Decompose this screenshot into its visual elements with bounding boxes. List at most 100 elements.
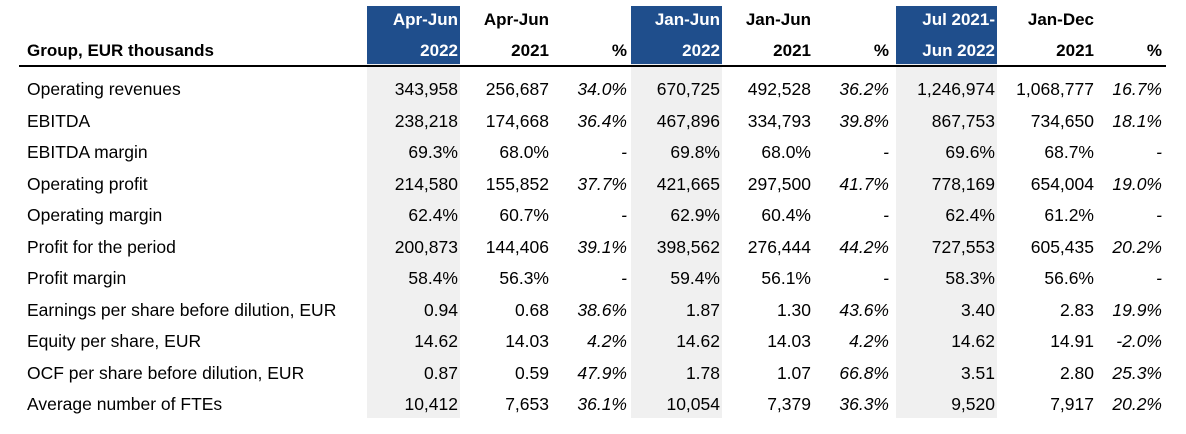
value-cell: 14.03 <box>505 331 549 351</box>
change-percent-cell: 16.7% <box>1112 79 1162 99</box>
column-header-line1: Jan-Dec <box>1027 10 1094 29</box>
value-cell: 1.78 <box>685 362 720 383</box>
change-percent-cell: 66.8% <box>839 362 889 383</box>
value-cell: 10,054 <box>666 394 720 414</box>
value-cell: 727,553 <box>931 236 995 257</box>
value-cell: 9,520 <box>951 394 995 414</box>
column-header-line1: Jan-Jun <box>745 10 811 29</box>
change-percent-cell: - <box>1156 268 1162 288</box>
value-cell: 343,958 <box>394 79 458 99</box>
value-cell: 60.7% <box>499 205 549 225</box>
change-percent-cell: - <box>621 142 627 162</box>
column-header-line2: 2021 <box>1056 41 1094 60</box>
value-cell: 398,562 <box>656 236 720 257</box>
value-cell: 238,218 <box>394 110 458 131</box>
value-cell: 3.40 <box>960 299 995 320</box>
change-percent-cell: 4.2% <box>587 331 627 351</box>
row-label: Average number of FTEs <box>27 394 223 414</box>
change-percent-cell: 19.9% <box>1112 299 1162 320</box>
value-cell: 56.3% <box>499 268 549 288</box>
row-label: EBITDA <box>27 110 91 131</box>
value-cell: 0.68 <box>514 299 549 320</box>
value-cell: 214,580 <box>394 173 458 194</box>
value-cell: 1.87 <box>685 299 720 320</box>
value-cell: 276,444 <box>747 236 811 257</box>
change-percent-cell: 41.7% <box>839 173 889 194</box>
value-cell: 59.4% <box>670 268 720 288</box>
value-cell: 734,650 <box>1030 110 1094 131</box>
change-percent-cell: - <box>883 142 889 162</box>
value-cell: 10,412 <box>404 394 458 414</box>
value-cell: 867,753 <box>931 110 995 131</box>
value-cell: 670,725 <box>656 79 720 99</box>
column-header-line2: 2021 <box>511 41 549 60</box>
value-cell: 654,004 <box>1030 173 1094 194</box>
column-header-line2: Jun 2022 <box>922 41 995 60</box>
column-header-percent: % <box>1146 41 1162 60</box>
change-percent-cell: 44.2% <box>839 236 889 257</box>
change-percent-cell: - <box>621 205 627 225</box>
row-label: Operating revenues <box>27 79 181 99</box>
value-cell: 155,852 <box>485 173 549 194</box>
value-cell: 605,435 <box>1030 236 1094 257</box>
value-cell: 14.62 <box>951 331 995 351</box>
header-divider <box>19 65 1166 67</box>
value-cell: 0.94 <box>423 299 458 320</box>
column-header-line1: Jul 2021- <box>922 10 995 29</box>
row-label: OCF per share before dilution, EUR <box>27 362 305 383</box>
value-cell: 68.7% <box>1044 142 1094 162</box>
change-percent-cell: 43.6% <box>839 299 889 320</box>
value-cell: 7,917 <box>1050 394 1094 414</box>
value-cell: 2.83 <box>1059 299 1094 320</box>
value-cell: 14.62 <box>676 331 720 351</box>
row-label: EBITDA margin <box>27 142 148 162</box>
column-header-line1: Apr-Jun <box>483 10 549 29</box>
value-cell: 467,896 <box>656 110 720 131</box>
highlight-column-background <box>367 64 460 418</box>
value-cell: 69.3% <box>408 142 458 162</box>
value-cell: 69.8% <box>670 142 720 162</box>
value-cell: 14.62 <box>414 331 458 351</box>
change-percent-cell: 34.0% <box>577 79 627 99</box>
change-percent-cell: 47.9% <box>577 362 627 383</box>
value-cell: 56.6% <box>1044 268 1094 288</box>
value-cell: 492,528 <box>747 79 811 99</box>
highlight-column-background <box>896 64 997 418</box>
change-percent-cell: 19.0% <box>1112 173 1162 194</box>
highlight-header-background <box>631 6 722 64</box>
value-cell: 1,068,777 <box>1016 79 1094 99</box>
value-cell: 0.59 <box>514 362 549 383</box>
column-header-percent: % <box>873 41 889 60</box>
change-percent-cell: - <box>621 268 627 288</box>
value-cell: 334,793 <box>747 110 811 131</box>
value-cell: 2.80 <box>1059 362 1094 383</box>
value-cell: 778,169 <box>931 173 995 194</box>
value-cell: 144,406 <box>485 236 549 257</box>
change-percent-cell: 20.2% <box>1112 394 1162 414</box>
table-title: Group, EUR thousands <box>27 41 214 60</box>
value-cell: 200,873 <box>394 236 458 257</box>
column-header-line1: Jan-Jun <box>654 10 720 29</box>
row-label: Equity per share, EUR <box>27 331 202 351</box>
value-cell: 58.3% <box>945 268 995 288</box>
value-cell: 3.51 <box>960 362 995 383</box>
row-label: Profit for the period <box>27 236 176 257</box>
change-percent-cell: -2.0% <box>1116 331 1162 351</box>
value-cell: 421,665 <box>656 173 720 194</box>
change-percent-cell: 36.3% <box>839 394 889 414</box>
column-header-line1: Apr-Jun <box>392 10 458 29</box>
row-label: Profit margin <box>27 268 127 288</box>
change-percent-cell: - <box>1156 142 1162 162</box>
value-cell: 1,246,974 <box>917 79 995 99</box>
value-cell: 1.30 <box>776 299 811 320</box>
change-percent-cell: - <box>883 268 889 288</box>
column-header-percent: % <box>611 41 627 60</box>
change-percent-cell: 38.6% <box>577 299 627 320</box>
value-cell: 14.03 <box>767 331 811 351</box>
value-cell: 174,668 <box>485 110 549 131</box>
highlight-header-background <box>367 6 460 64</box>
change-percent-cell: 39.8% <box>839 110 889 131</box>
column-header-line2: 2022 <box>682 41 720 60</box>
value-cell: 62.4% <box>945 205 995 225</box>
row-label: Operating profit <box>27 173 148 194</box>
